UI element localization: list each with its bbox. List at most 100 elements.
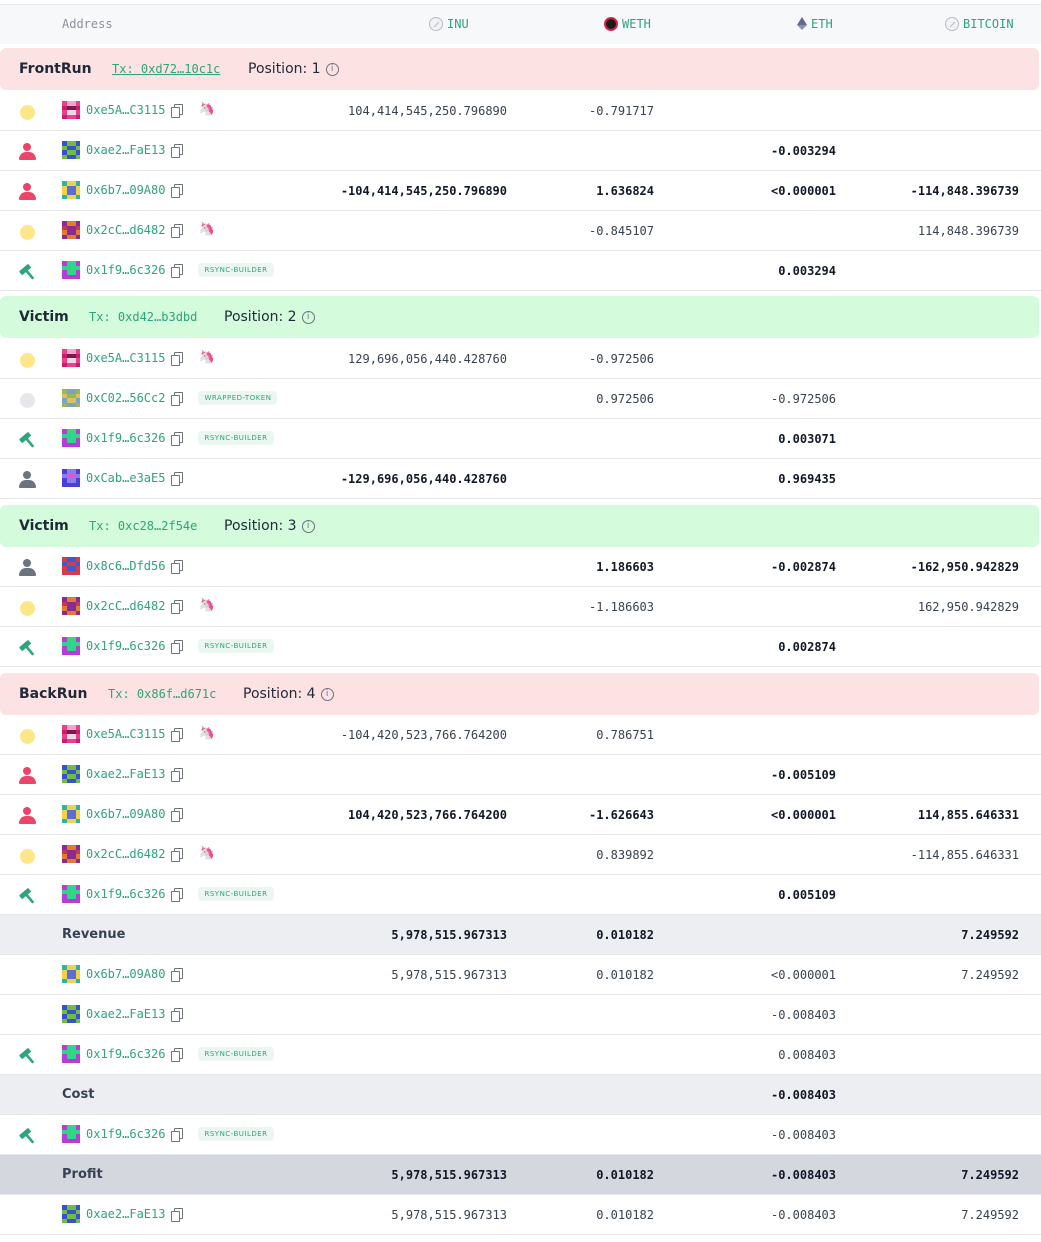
weth-column-header[interactable]: WETH [604, 17, 651, 31]
info-icon[interactable]: i [301, 519, 315, 533]
copy-icon[interactable] [171, 768, 184, 782]
transaction-link[interactable]: Tx: 0x86f…d671c [108, 687, 217, 701]
address-link[interactable]: 0xae2…FaE13 [86, 1007, 166, 1021]
address-cell: 0x2cC…d6482 🦄 [62, 845, 215, 863]
copy-icon[interactable] [171, 1008, 184, 1022]
address-cell: 0xCab…e3aE5 [62, 469, 184, 487]
eth-column-header[interactable]: ETH [797, 17, 833, 31]
address-link[interactable]: 0xe5A…C3115 [86, 351, 166, 365]
copy-icon[interactable] [171, 1048, 184, 1062]
copy-icon[interactable] [171, 728, 184, 742]
address-link[interactable]: 0x2cC…d6482 [86, 599, 166, 613]
address-link[interactable]: 0xCab…e3aE5 [86, 471, 166, 485]
eth-amount: -0.003294 [770, 144, 836, 158]
address-link[interactable]: 0xae2…FaE13 [86, 767, 166, 781]
row-type-icon-slot [17, 470, 37, 490]
copy-icon[interactable] [171, 224, 184, 238]
copy-icon[interactable] [171, 472, 184, 486]
section-victim-3: Victim Tx: 0xc28…2f54e Position: 3 i [0, 505, 1039, 547]
transaction-link[interactable]: Tx: 0xd72…10c1c [112, 62, 221, 76]
address-link[interactable]: 0x1f9…6c326 [86, 887, 166, 901]
copy-icon[interactable] [171, 392, 184, 406]
copy-icon[interactable] [171, 808, 184, 822]
inu-amount: 5,978,515.967313 [391, 928, 507, 942]
copy-icon[interactable] [171, 1128, 184, 1142]
copy-icon[interactable] [171, 560, 184, 574]
row-type-icon-slot [17, 142, 37, 162]
btc-amount: 162,950.942829 [917, 600, 1019, 614]
copy-icon[interactable] [171, 104, 184, 118]
weth-amount: 0.010182 [596, 928, 654, 942]
address-cell: 0x8c6…Dfd56 [62, 557, 184, 575]
avatar [62, 557, 80, 575]
address-cell: 0x2cC…d6482 🦄 [62, 221, 215, 239]
weth-amount: 0.010182 [596, 968, 654, 982]
copy-icon[interactable] [171, 968, 184, 982]
copy-icon[interactable] [171, 352, 184, 366]
row-type-icon-slot [17, 350, 37, 370]
copy-icon[interactable] [171, 848, 184, 862]
inu-column-header[interactable]: INU [429, 17, 469, 31]
address-link[interactable]: 0xe5A…C3115 [86, 103, 166, 117]
uniswap-unicorn-icon: 🦄 [198, 102, 215, 117]
address-link[interactable]: 0xC02…56Cc2 [86, 391, 166, 405]
weth-amount: 0.972506 [596, 392, 654, 406]
avatar [62, 765, 80, 783]
address-cell: 0xe5A…C3115 🦄 [62, 725, 215, 743]
transaction-link[interactable]: Tx: 0xc28…2f54e [89, 519, 198, 533]
address-link[interactable]: 0xe5A…C3115 [86, 727, 166, 741]
address-link[interactable]: 0x1f9…6c326 [86, 263, 166, 277]
copy-icon[interactable] [171, 144, 184, 158]
avatar [62, 805, 80, 823]
table-row: 0xe5A…C3115 🦄 -104,420,523,766.764200 0.786… [0, 715, 1041, 755]
copy-icon[interactable] [171, 888, 184, 902]
address-link[interactable]: 0x6b7…09A80 [86, 807, 166, 821]
token-dot-icon [20, 393, 35, 408]
address-link[interactable]: 0x8c6…Dfd56 [86, 559, 166, 573]
table-row: 0x2cC…d6482 🦄 0.839892 -114,855.646331 [0, 835, 1041, 875]
address-link[interactable]: 0xae2…FaE13 [86, 1207, 166, 1221]
contract-dot-icon [20, 353, 35, 368]
row-type-icon-slot [17, 390, 37, 410]
weth-amount: -1.186603 [588, 600, 654, 614]
bitcoin-column-header[interactable]: BITCOIN [945, 17, 1014, 31]
address-link[interactable]: 0x6b7…09A80 [86, 967, 166, 981]
position-info: Position: 3 i [224, 518, 315, 534]
address-cell: 0x1f9…6c326 RSYNC-BUILDER [62, 1125, 274, 1143]
contract-dot-icon [20, 729, 35, 744]
address-link[interactable]: 0x1f9…6c326 [86, 1127, 166, 1141]
btc-amount: -114,855.646331 [910, 848, 1019, 862]
eth-amount: -0.008403 [770, 1088, 836, 1102]
inu-amount: -104,420,523,766.764200 [340, 728, 507, 742]
address-link[interactable]: 0x1f9…6c326 [86, 431, 166, 445]
btc-amount: -114,848.396739 [910, 184, 1019, 198]
copy-icon[interactable] [171, 600, 184, 614]
info-icon[interactable]: i [325, 62, 339, 76]
user-icon [19, 183, 36, 200]
eth-amount: <0.000001 [770, 968, 836, 982]
copy-icon[interactable] [171, 264, 184, 278]
copy-icon[interactable] [171, 1208, 184, 1222]
address-link[interactable]: 0x2cC…d6482 [86, 847, 166, 861]
summary-row-profit: Profit 5,978,515.967313 0.010182 -0.008403 7… [0, 1155, 1041, 1195]
copy-icon[interactable] [171, 432, 184, 446]
weth-amount: -0.791717 [588, 104, 654, 118]
row-type-icon-slot [17, 102, 37, 122]
address-link[interactable]: 0x2cC…d6482 [86, 223, 166, 237]
info-icon[interactable]: i [301, 310, 315, 324]
copy-icon[interactable] [171, 640, 184, 654]
address-link[interactable]: 0xae2…FaE13 [86, 143, 166, 157]
table-header: Address INU WETH ETH BITCOIN [0, 4, 1041, 44]
address-cell: 0x1f9…6c326 RSYNC-BUILDER [62, 261, 274, 279]
info-icon[interactable]: i [320, 687, 334, 701]
row-type-icon-slot [17, 846, 37, 866]
address-link[interactable]: 0x1f9…6c326 [86, 1047, 166, 1061]
address-link[interactable]: 0x6b7…09A80 [86, 183, 166, 197]
transaction-link[interactable]: Tx: 0xd42…b3dbd [89, 310, 198, 324]
address-link[interactable]: 0x1f9…6c326 [86, 639, 166, 653]
weth-amount: 1.186603 [596, 560, 654, 574]
avatar [62, 637, 80, 655]
copy-icon[interactable] [171, 184, 184, 198]
label-badge: RSYNC-BUILDER [198, 1127, 274, 1141]
